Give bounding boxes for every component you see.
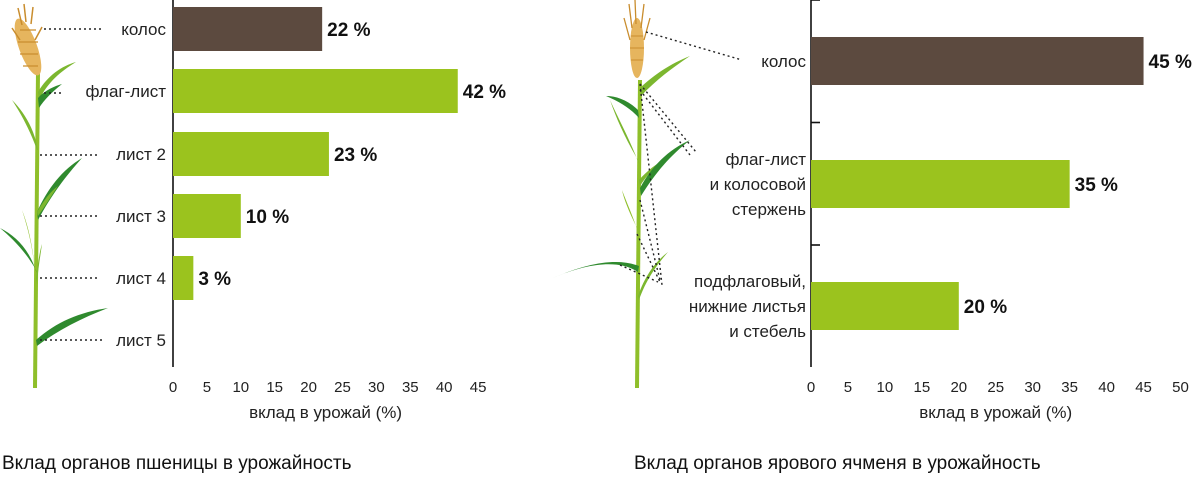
category-label: колос bbox=[121, 20, 166, 39]
category-label: лист 3 bbox=[116, 207, 166, 226]
x-tick-label: 50 bbox=[1172, 379, 1189, 396]
bar-value-label: 20 % bbox=[964, 297, 1007, 318]
bar-value-label: 3 % bbox=[198, 269, 231, 290]
x-tick-label: 35 bbox=[402, 379, 419, 396]
bar-value-label: 10 % bbox=[246, 207, 289, 228]
x-tick-label: 30 bbox=[1024, 379, 1041, 396]
wheat-leader-lines bbox=[40, 28, 102, 341]
wheat-chart: 0 5 10 15 20 25 30 35 40 45 вклад в урожай (%) 22 %… bbox=[85, 0, 506, 422]
x-tick-label: 20 bbox=[300, 379, 317, 396]
x-tick-label: 0 bbox=[169, 379, 177, 396]
x-tick-label: 15 bbox=[914, 379, 931, 396]
x-tick-label: 15 bbox=[266, 379, 283, 396]
bar bbox=[173, 69, 458, 113]
x-tick-label: 40 bbox=[1098, 379, 1115, 396]
category-label: подфлаговый, нижние листья и стебель bbox=[689, 272, 806, 341]
x-tick-label: 5 bbox=[844, 379, 852, 396]
barley-leader-lines bbox=[619, 31, 743, 286]
barley-chart: 0 5 10 15 20 25 30 35 40 45 50 вклад в урожай (%) 45… bbox=[689, 0, 1192, 422]
bar bbox=[811, 282, 959, 330]
x-tick-label: 10 bbox=[232, 379, 249, 396]
x-tick-label: 30 bbox=[368, 379, 385, 396]
wheat-plant-illustration bbox=[0, 3, 108, 389]
x-tick-label: 25 bbox=[334, 379, 351, 396]
barley-chart-title: Вклад органов ярового ячменя в урожайнос… bbox=[634, 453, 1041, 474]
category-label: флаг-лист bbox=[85, 82, 166, 101]
bar bbox=[173, 194, 241, 238]
x-tick-label: 45 bbox=[470, 379, 487, 396]
bar-value-label: 23 % bbox=[334, 145, 377, 166]
bar bbox=[173, 256, 194, 300]
bar bbox=[811, 160, 1070, 208]
bar-value-label: 45 % bbox=[1149, 52, 1192, 73]
x-tick-label: 40 bbox=[436, 379, 453, 396]
barley-plant-illustration bbox=[553, 0, 690, 389]
category-label: колос bbox=[761, 52, 806, 71]
x-tick-label: 45 bbox=[1135, 379, 1152, 396]
category-label: лист 2 bbox=[116, 145, 166, 164]
category-label: флаг-лист и колосовой стержень bbox=[710, 150, 807, 219]
bar bbox=[173, 132, 329, 176]
x-tick-label: 20 bbox=[950, 379, 967, 396]
x-tick-label: 35 bbox=[1061, 379, 1078, 396]
x-tick-label: 5 bbox=[203, 379, 211, 396]
x-tick-label: 10 bbox=[877, 379, 894, 396]
category-label: лист 4 bbox=[116, 269, 166, 288]
bar-value-label: 42 % bbox=[463, 82, 506, 103]
x-tick-label: 25 bbox=[987, 379, 1004, 396]
bar bbox=[811, 37, 1144, 85]
bar-value-label: 22 % bbox=[327, 20, 370, 41]
category-label: лист 5 bbox=[116, 331, 166, 350]
x-axis-label: вклад в урожай (%) bbox=[249, 403, 402, 422]
x-tick-label: 0 bbox=[807, 379, 815, 396]
bar-value-label: 35 % bbox=[1075, 175, 1118, 196]
bar bbox=[173, 7, 323, 51]
wheat-chart-title: Вклад органов пшеницы в урожайность bbox=[2, 453, 352, 474]
x-axis-label: вклад в урожай (%) bbox=[919, 403, 1072, 422]
